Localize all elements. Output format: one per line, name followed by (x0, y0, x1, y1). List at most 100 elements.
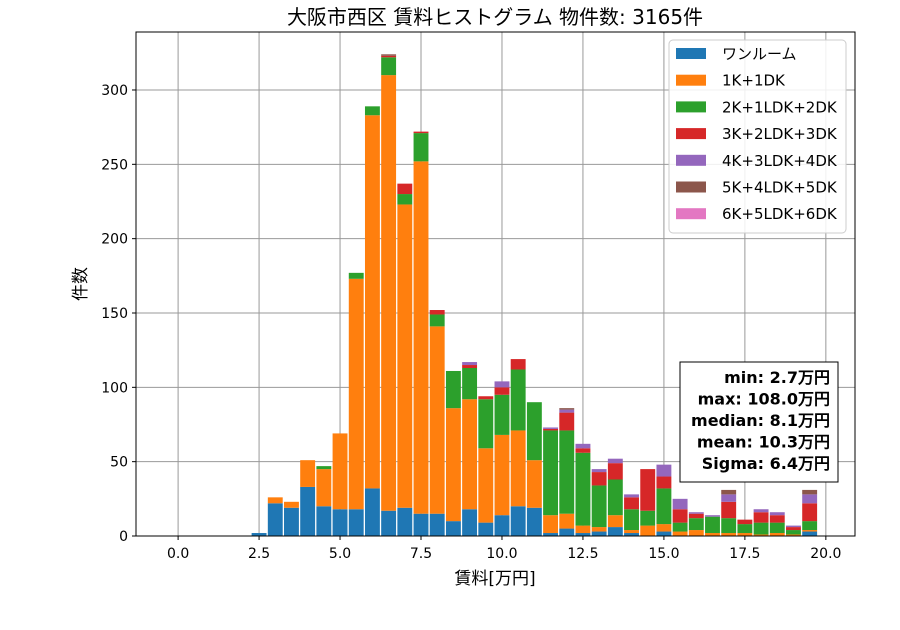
bar-segment (478, 522, 494, 536)
bar-segment (559, 409, 575, 413)
x-tick-label: 12.5 (567, 546, 598, 562)
x-tick-label: 5.0 (329, 546, 351, 562)
bar-segment (543, 428, 559, 431)
bar-segment (348, 509, 364, 536)
bar-segment (786, 525, 801, 528)
legend-label: 2K+1LDK+2DK (722, 98, 838, 116)
bar-segment (462, 365, 478, 368)
bar-segment (510, 359, 526, 370)
bar-segment (543, 430, 559, 516)
bar-segment (656, 464, 672, 477)
y-tick-label: 250 (101, 157, 128, 173)
bar-segment (721, 518, 737, 534)
bar-segment (348, 272, 364, 279)
legend-swatch (676, 101, 706, 113)
bar-segment (802, 503, 818, 522)
bar-segment (721, 533, 737, 536)
bar-segment (753, 512, 769, 523)
bar-segment (543, 515, 559, 534)
legend-swatch (676, 208, 706, 220)
x-tick-label: 15.0 (648, 546, 679, 562)
bar-segment (656, 524, 672, 532)
x-tick-label: 2.5 (248, 546, 270, 562)
bar-segment (753, 522, 769, 535)
bar-segment (429, 314, 445, 327)
bar-segment (607, 463, 623, 480)
bar-segment (688, 530, 704, 536)
bar-segment (510, 430, 526, 507)
y-tick-label: 200 (101, 232, 128, 248)
bar-segment (364, 488, 380, 536)
plot-frame (135, 31, 856, 537)
bar-segment (705, 533, 720, 536)
bar-segment (494, 381, 510, 388)
bar-segment (607, 458, 623, 464)
legend-label: 3K+2LDK+3DK (722, 125, 838, 143)
bar-segment (300, 486, 316, 536)
bar-segment (640, 525, 656, 536)
bar-segment (591, 472, 607, 486)
bar-segment (802, 521, 818, 531)
bar-segment (526, 507, 542, 536)
bar-segment (672, 498, 688, 510)
bar-segment (445, 370, 461, 409)
bar-segment (769, 522, 785, 534)
x-tick-label: 7.5 (410, 546, 432, 562)
bar-segment (381, 54, 397, 56)
bar-segment (753, 534, 769, 536)
bar-segment (737, 524, 753, 534)
bar-segment (462, 509, 478, 536)
bar-segment (640, 510, 656, 526)
bar-segment (769, 512, 785, 516)
bar-segment (413, 161, 429, 514)
bar-segment (802, 494, 818, 504)
legend-swatch (676, 128, 706, 140)
bar-segment (364, 115, 380, 489)
bar-segment (316, 506, 332, 536)
bar-segment (445, 521, 461, 536)
bar-segment (672, 531, 688, 536)
bar-segment (267, 497, 283, 504)
x-tick-label: 0.0 (167, 546, 189, 562)
bar-segment (705, 516, 720, 534)
bar-segment (705, 515, 720, 517)
bar-segment (316, 469, 332, 507)
bar-segment (688, 512, 704, 514)
bar-segment (559, 408, 575, 410)
bar-segment (802, 489, 818, 495)
bar-segment (624, 509, 639, 531)
bar-segment (413, 131, 429, 134)
stats-line: median: 8.1万円 (691, 411, 830, 430)
bar-segment (494, 434, 510, 516)
bar-segment (413, 513, 429, 536)
bar-segment (559, 513, 575, 529)
stats-line: max: 108.0万円 (698, 390, 830, 409)
bar-segment (526, 460, 542, 508)
bar-segment (607, 515, 623, 528)
bar-segment (721, 501, 737, 519)
bar-segment (316, 466, 332, 470)
bar-segment (607, 527, 623, 536)
bar-segment (656, 488, 672, 525)
chart-title: 大阪市西区 賃料ヒストグラム 物件数: 3165件 (287, 5, 703, 29)
bar-segment (462, 399, 478, 510)
bar-segment (510, 369, 526, 431)
bar-segment (381, 510, 397, 536)
bar-segment (575, 533, 591, 536)
bar-segment (591, 527, 607, 532)
legend-swatch (676, 48, 706, 59)
bar-segment (364, 106, 380, 116)
bar-segment (688, 513, 704, 519)
x-axis-label: 賃料[万円] (454, 569, 535, 589)
y-axis-label: 件数 (71, 267, 91, 301)
legend-label: 4K+3LDK+4DK (722, 152, 838, 170)
bar-segment (591, 485, 607, 528)
bar-segment (607, 479, 623, 516)
bar-segment (284, 507, 299, 536)
bar-segment (429, 513, 445, 536)
bar-segment (413, 133, 429, 162)
bar-segment (251, 533, 267, 536)
bar-segment (462, 362, 478, 366)
bar-segment (575, 525, 591, 534)
